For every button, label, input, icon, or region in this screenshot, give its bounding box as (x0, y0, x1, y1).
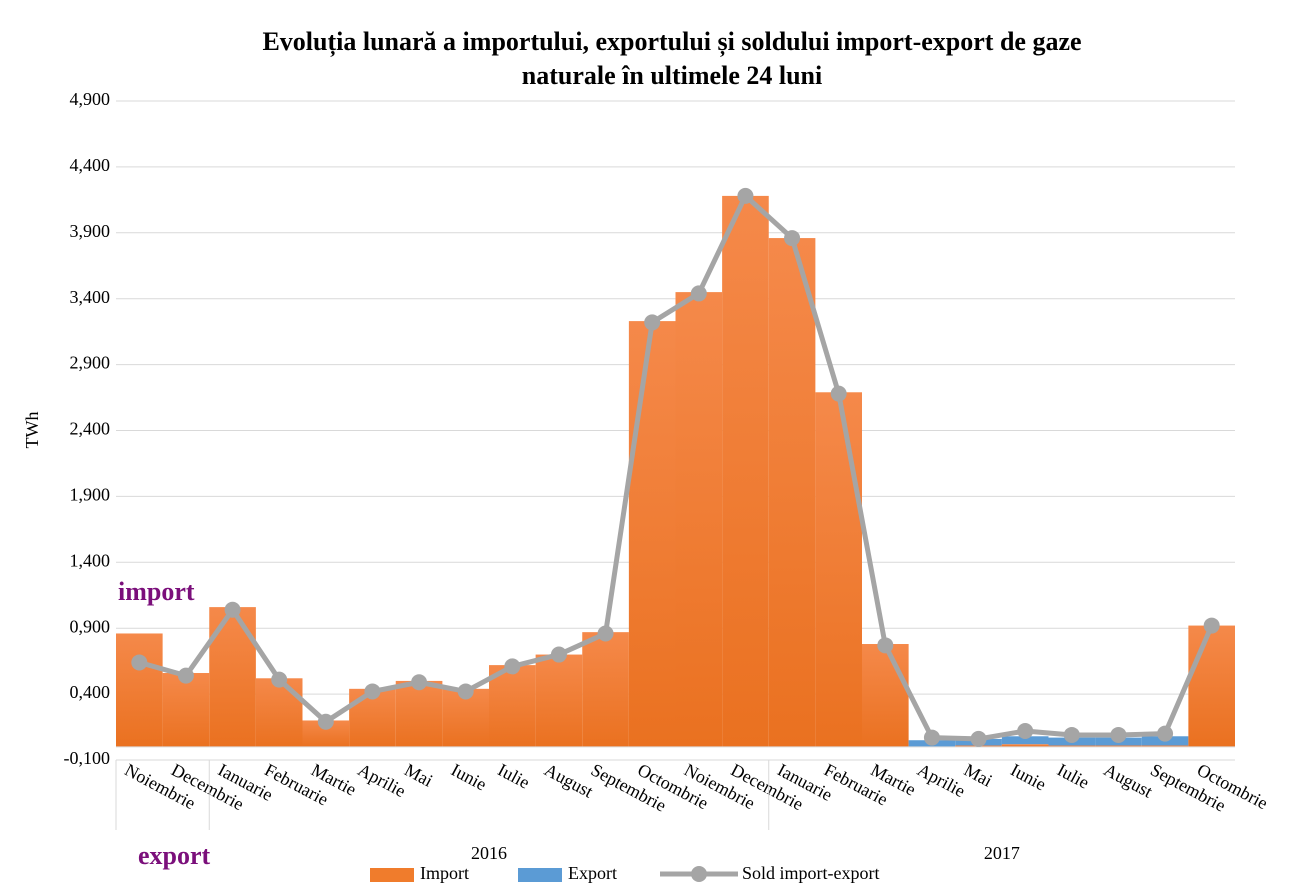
annotation: import (118, 577, 195, 606)
bar (628, 321, 676, 747)
y-tick-label: 0,400 (70, 682, 111, 702)
marker (644, 314, 661, 331)
bar (1095, 745, 1142, 747)
y-tick-label: 1,400 (70, 550, 111, 570)
bar (489, 665, 536, 747)
y-tick-label: 2,400 (70, 419, 111, 439)
marker (224, 601, 241, 618)
y-tick-label: -0,100 (64, 748, 111, 768)
marker (317, 713, 334, 730)
marker (830, 385, 847, 402)
x-tick-label: Iunie (1007, 760, 1049, 795)
marker (131, 654, 148, 671)
legend-label: Import (420, 863, 469, 883)
x-tick-label: Iunie (448, 760, 490, 795)
legend-swatch (691, 866, 707, 882)
bar (209, 607, 256, 747)
annotation: export (138, 841, 211, 870)
marker (923, 729, 940, 746)
marker (1157, 725, 1174, 742)
group-label: 2017 (984, 843, 1020, 863)
bar (255, 678, 303, 747)
marker (1063, 726, 1080, 743)
chart-title: Evoluția lunară a importului, exportului… (262, 27, 1081, 57)
bar (1001, 744, 1049, 747)
marker (1203, 617, 1220, 634)
x-tick-label: Aprilie (914, 760, 968, 802)
y-tick-label: 3,400 (70, 287, 111, 307)
marker (364, 683, 381, 700)
legend-label: Sold import-export (742, 863, 880, 883)
marker (1110, 726, 1127, 743)
bar (162, 673, 210, 747)
bar (815, 392, 862, 747)
marker (1017, 723, 1034, 740)
bar (535, 654, 583, 747)
marker (597, 625, 614, 642)
y-axis-label: TWh (22, 412, 42, 449)
group-label: 2016 (471, 843, 507, 863)
chart-title: naturale în ultimele 24 luni (522, 61, 822, 90)
marker (877, 637, 894, 654)
marker (784, 230, 801, 247)
bar (768, 238, 816, 747)
bar (1188, 625, 1235, 747)
bar (116, 633, 163, 747)
bar (1048, 745, 1096, 747)
x-tick-label: Iulie (494, 760, 533, 793)
bar (722, 195, 769, 747)
marker (271, 671, 288, 688)
marker (737, 187, 754, 204)
bar (395, 680, 443, 747)
marker (411, 674, 428, 691)
marker (457, 683, 474, 700)
y-tick-label: 4,900 (70, 89, 111, 109)
x-tick-label: August (541, 760, 596, 802)
marker (550, 646, 567, 663)
legend-swatch (518, 868, 562, 882)
x-tick-label: Iulie (1054, 760, 1093, 793)
marker (177, 667, 194, 684)
y-tick-label: 0,900 (70, 616, 111, 636)
bar (1001, 736, 1049, 745)
y-tick-label: 2,900 (70, 353, 111, 373)
marker (690, 285, 707, 302)
legend-label: Export (568, 863, 617, 883)
marker (504, 658, 521, 675)
x-tick-label: Aprilie (355, 760, 409, 802)
legend-swatch (370, 868, 414, 882)
y-tick-label: 1,900 (70, 485, 111, 505)
marker (970, 730, 987, 747)
x-tick-label: August (1101, 760, 1156, 802)
y-tick-label: 3,900 (70, 221, 111, 241)
y-tick-label: 4,400 (70, 155, 111, 175)
bar (582, 632, 629, 747)
bar (675, 292, 723, 747)
bar (862, 644, 909, 747)
bar (1141, 745, 1189, 747)
